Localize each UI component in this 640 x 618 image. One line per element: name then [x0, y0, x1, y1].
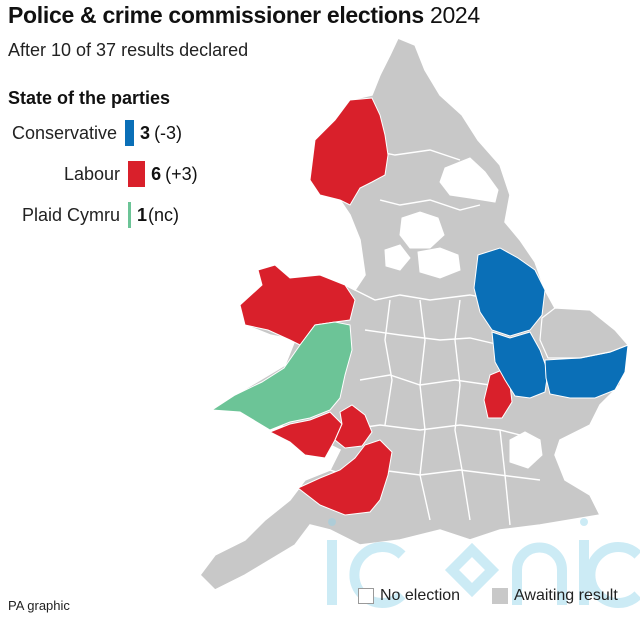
- region-avon-somerset-labour: [297, 439, 393, 516]
- title-text: Police & crime commissioner elections: [8, 2, 424, 28]
- no-election-london: [509, 431, 543, 469]
- party-row-labour: Labour 6 (+3): [64, 159, 198, 189]
- region-gwent-labour: [334, 404, 373, 449]
- county-borders: [329, 149, 541, 526]
- party-change: (nc): [148, 204, 180, 225]
- page-subtitle: After 10 of 37 results declared: [8, 40, 249, 60]
- party-color-swatch: [128, 202, 132, 228]
- party-seats: 6: [151, 163, 162, 184]
- party-name: Plaid Cymru: [22, 204, 121, 225]
- region-lincolnshire-conservative: [473, 247, 546, 337]
- party-row-conservative: Conservative 3 (-3): [12, 118, 182, 148]
- party-change: (-3): [154, 122, 183, 143]
- legend-title: State of the parties: [8, 88, 171, 108]
- no-election-greater-manchester: [384, 244, 411, 271]
- party-name: Conservative: [12, 122, 118, 143]
- key-awaiting-result: Awaiting result: [492, 585, 618, 607]
- key-awaiting-label: Awaiting result: [514, 587, 618, 604]
- key-no-election: No election: [358, 585, 460, 607]
- no-election-north-east: [439, 157, 499, 203]
- key-no-election-label: No election: [380, 587, 461, 604]
- region-north-wales-labour: [239, 264, 356, 346]
- awaiting-swatch: [492, 588, 508, 604]
- region-norfolk-awaiting: [539, 307, 630, 359]
- party-color-swatch: [125, 120, 135, 146]
- no-election-swatch: [358, 588, 374, 604]
- region-cambridgeshire-conservative: [491, 331, 549, 399]
- party-seats: 3: [140, 122, 151, 143]
- party-seats: 1: [137, 204, 148, 225]
- footer-credit: PA graphic: [8, 598, 70, 613]
- party-row-plaid-cymru: Plaid Cymru 1 (nc): [22, 200, 179, 230]
- no-election-west-yorkshire: [399, 211, 445, 249]
- party-color-swatch: [128, 161, 146, 187]
- party-name: Labour: [64, 163, 121, 184]
- title-year: 2024: [429, 2, 480, 28]
- page-title: Police & crime commissioner elections 20…: [8, 2, 480, 29]
- party-change: (+3): [165, 163, 198, 184]
- region-dyfed-powys-plaid: [210, 321, 353, 431]
- iconic-watermark-icon: [327, 518, 640, 608]
- no-election-south-yorkshire: [417, 247, 461, 279]
- region-cumbria-labour: [309, 97, 389, 206]
- no-election-areas: [384, 157, 543, 469]
